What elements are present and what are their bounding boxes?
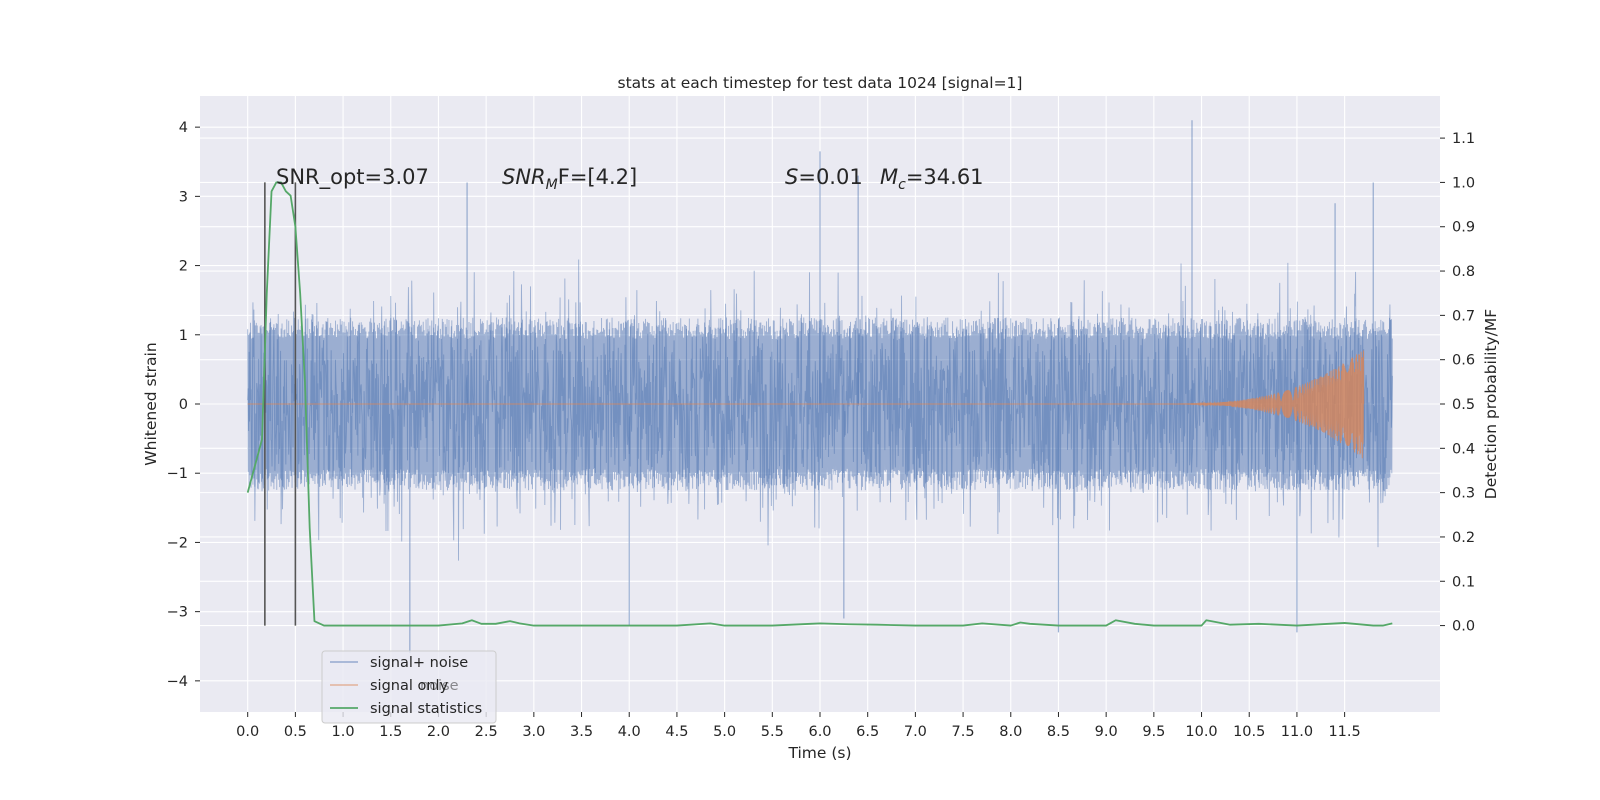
annotation-mc: Mc=34.61 (880, 165, 984, 193)
x-tick-label: 4.5 (665, 724, 688, 740)
s-value: =0.01 (798, 165, 862, 189)
x-tick-label: 1.0 (332, 724, 355, 740)
x-tick-label: 3.0 (522, 724, 545, 740)
x-tick-label: 11.0 (1281, 724, 1313, 740)
y-right-tick-label: 0.2 (1452, 530, 1475, 546)
x-tick-label: 0.0 (236, 724, 259, 740)
y-right-tick-label: 0.9 (1452, 220, 1475, 236)
s-label: S (785, 165, 798, 189)
mc-sub: c (898, 177, 906, 193)
x-tick-label: 3.5 (570, 724, 593, 740)
y-left-tick-label: 0 (179, 397, 188, 413)
y-left-tick-label: −2 (167, 535, 188, 551)
mc-label: M (880, 165, 898, 189)
y-right-tick-label: 0.3 (1452, 486, 1475, 502)
legend: noise signal+ noise signal only signal s… (321, 650, 497, 724)
snr-mf-base: SNR (502, 165, 546, 189)
x-tick-label: 9.5 (1142, 724, 1165, 740)
x-tick-label: 10.5 (1233, 724, 1265, 740)
annotation-snr-mf: SNRMF=[4.2] (502, 165, 637, 193)
x-tick-label: 7.0 (904, 724, 927, 740)
y-left-tick-label: −1 (167, 466, 188, 482)
y-right-axis-label: Detection probability/MF (1482, 309, 1500, 500)
x-tick-label: 7.5 (952, 724, 975, 740)
x-tick-label: 6.0 (808, 724, 831, 740)
x-tick-label: 8.0 (999, 724, 1022, 740)
y-right-axis-ticks: 1.1 1.0 0.9 0.8 0.7 0.6 0.5 0.4 0.3 0.2 0.1 0.0 (1440, 131, 1475, 635)
y-left-tick-label: 2 (179, 259, 188, 275)
y-left-axis-ticks: 4 3 2 1 0 −1 −2 −3 −4 (167, 120, 200, 690)
x-tick-label: 1.5 (379, 724, 402, 740)
y-left-axis-label: Whitened strain (142, 342, 160, 465)
signal-noise-series (247, 120, 1393, 654)
y-right-tick-label: 1.0 (1452, 175, 1475, 191)
legend-label-signal-noise: signal+ noise (370, 655, 468, 671)
signal-only-series (247, 350, 1365, 459)
signal-statistics-series (246, 181, 1393, 627)
y-right-tick-label: 0.0 (1452, 619, 1475, 635)
snr-mf-rest: F=[4.2] (558, 165, 637, 189)
x-tick-label: 4.0 (618, 724, 641, 740)
y-left-tick-label: 4 (179, 120, 188, 136)
y-right-tick-label: 0.4 (1452, 441, 1475, 457)
legend-label-signal-only: signal only (370, 678, 449, 694)
y-left-tick-label: −4 (167, 674, 188, 690)
x-tick-label: 9.0 (1095, 724, 1118, 740)
y-left-tick-label: 1 (179, 328, 188, 344)
y-left-tick-label: 3 (179, 189, 188, 205)
annotation-snr-opt: SNR_opt=3.07 (276, 165, 429, 190)
y-right-tick-label: 0.7 (1452, 308, 1475, 324)
y-right-tick-label: 0.5 (1452, 397, 1475, 413)
x-tick-label: 6.5 (856, 724, 879, 740)
chart-title: stats at each timestep for test data 102… (618, 74, 1023, 92)
snr-mf-sub: M (546, 177, 558, 193)
legend-overlap-text: noise (420, 678, 459, 694)
x-tick-label: 8.5 (1047, 724, 1070, 740)
signal-only-chirp (1153, 350, 1365, 459)
x-axis-ticks: 0.0 0.5 1.0 1.5 2.0 2.5 3.0 3.5 4.0 4.5 5.0 5.5 6.0 6… (236, 712, 1361, 740)
x-tick-label: 5.0 (713, 724, 736, 740)
legend-label-signal-statistics: signal statistics (370, 701, 482, 717)
y-right-tick-label: 0.8 (1452, 264, 1475, 280)
mc-value: =34.61 (906, 165, 984, 189)
x-tick-label: 0.5 (284, 724, 307, 740)
y-right-tick-label: 0.1 (1452, 574, 1475, 590)
x-tick-label: 10.0 (1185, 724, 1217, 740)
x-tick-label: 5.5 (761, 724, 784, 740)
x-tick-label: 2.5 (475, 724, 498, 740)
y-left-tick-label: −3 (167, 605, 188, 621)
annotation-s: S=0.01 (785, 165, 863, 189)
x-tick-label: 11.5 (1328, 724, 1360, 740)
x-axis-label: Time (s) (787, 744, 851, 762)
y-right-tick-label: 0.6 (1452, 353, 1475, 369)
x-tick-label: 2.0 (427, 724, 450, 740)
legend-box (321, 650, 497, 724)
vertical-markers (264, 182, 297, 626)
signal-statistics-line (246, 181, 1393, 627)
y-right-tick-label: 1.1 (1452, 131, 1475, 147)
